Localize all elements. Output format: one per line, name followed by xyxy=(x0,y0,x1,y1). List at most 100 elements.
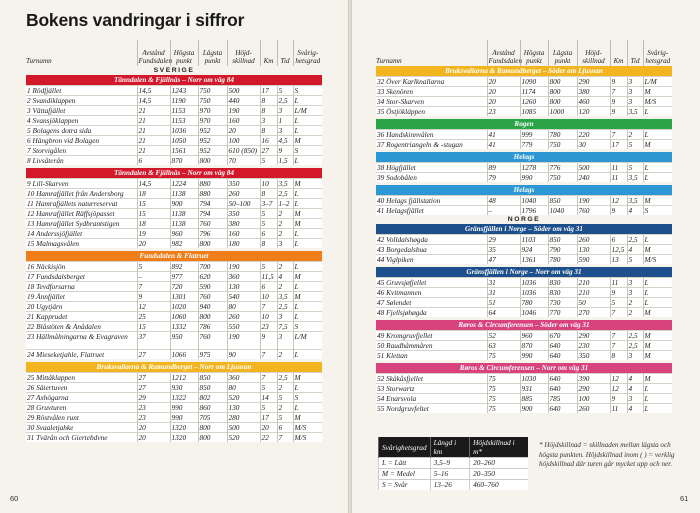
table-row: 14 Anderssjöfjället 19 960 796 160 6 2 L xyxy=(26,228,322,239)
difficulty-cell: M xyxy=(642,195,672,206)
highest-cell: 885 xyxy=(519,393,548,404)
section-spacer xyxy=(26,165,322,168)
table-row: 34 Stor-Skarven 20 1260 800 460 9 3 M/S xyxy=(376,96,672,107)
table-row: 23 Hällmålningarna & Evagraven 37 950 760 19… xyxy=(26,331,322,350)
trail-name: 39 Sodobålen xyxy=(376,172,487,182)
elevation-cell: 520 xyxy=(226,392,260,403)
lowest-cell: 850 xyxy=(197,382,227,393)
highest-cell: 1561 xyxy=(169,145,198,156)
difficulty-cell: L xyxy=(292,238,322,248)
highest-cell: 990 xyxy=(519,172,548,182)
highest-cell: 1050 xyxy=(169,135,198,146)
km-cell: 3 xyxy=(259,115,277,126)
section-label: Gränsfjällen i Norge – Norr om väg 31 xyxy=(376,267,672,278)
trail-name: 32 Över Karlknallarna xyxy=(376,76,487,87)
km-cell: 7 xyxy=(609,86,627,97)
elevation-cell: 210 xyxy=(576,277,610,288)
section-label: Tänndalen & Fjällnäs – Norr om väg 84 xyxy=(26,168,322,179)
difficulty-cell: M xyxy=(642,244,672,255)
difficulty-cell: L xyxy=(642,162,672,173)
distance-cell: 27 xyxy=(136,382,170,393)
difficulty-cell: M xyxy=(292,271,322,282)
km-cell: 11 xyxy=(609,277,627,288)
lowest-cell: 760 xyxy=(197,218,227,229)
elevation-cell: 500 xyxy=(576,162,610,173)
km-cell: 5 xyxy=(259,261,277,272)
legend-cell: 460–760 xyxy=(469,479,528,490)
country-label: SVERIGE xyxy=(26,66,322,75)
highest-cell: 1153 xyxy=(169,105,198,116)
difficulty-cell: M/S xyxy=(292,432,322,442)
section-header: Bruksvallarna & Ramundberget – Norr om L… xyxy=(26,362,322,373)
trail-table-left: Turnamn Avstånd Fundsdalen Högsta punkt … xyxy=(26,40,322,442)
elevation-cell: 130 xyxy=(226,402,260,413)
elevation-cell: 760 xyxy=(576,205,610,215)
distance-cell: – xyxy=(486,205,520,215)
difficulty-cell: M xyxy=(292,291,322,302)
elevation-cell: 540 xyxy=(226,291,260,302)
elevation-cell: 440 xyxy=(226,95,260,106)
elevation-cell: 130 xyxy=(226,281,260,292)
km-cell: 10 xyxy=(259,291,277,302)
highest-cell: 982 xyxy=(169,238,198,248)
time-cell: 3 xyxy=(626,277,643,288)
elevation-cell: 100 xyxy=(226,135,260,146)
time-cell: 1 xyxy=(276,115,293,126)
time-cell: 3,5 xyxy=(276,178,293,189)
elevation-cell: 260 xyxy=(226,188,260,199)
difficulty-cell: M xyxy=(292,218,322,229)
trail-name: 41 Helagsfjället xyxy=(376,205,487,215)
difficulty-cell: L xyxy=(292,261,322,272)
lowest-cell: 800 xyxy=(197,432,227,442)
difficulty-legend: Svårighetsgrad Längd i km Höjdskillnad i… xyxy=(378,437,528,490)
col-header-elevation: Höjd-skillnad xyxy=(576,40,610,66)
col-header-name: Turnamn xyxy=(26,57,52,65)
distance-cell: 15 xyxy=(136,208,170,219)
km-cell: 5 xyxy=(259,155,277,165)
difficulty-cell: M xyxy=(292,372,322,383)
highest-cell: 1361 xyxy=(519,254,548,264)
time-cell: 4 xyxy=(626,383,643,394)
table-header: Turnamn Avstånd Fundsdalen Högsta punkt … xyxy=(376,40,672,66)
distance-cell: 15 xyxy=(136,321,170,332)
col-header-highest: Högsta punkt xyxy=(169,40,198,66)
lowest-cell: 670 xyxy=(547,330,577,341)
trail-name: 24 Mieseketjahle, Flatruet xyxy=(26,349,137,359)
distance-cell: 75 xyxy=(486,383,520,394)
elevation-footnote: * Höjdskillnad = skillnaden mellan lägst… xyxy=(539,441,675,468)
trail-name: 7 Storvigålen xyxy=(26,145,137,156)
table-row: 18 Tevdforsarna 7 720 590 130 6 2 L xyxy=(26,281,322,292)
km-cell: 5 xyxy=(259,382,277,393)
trail-name: 1 Rödfjället xyxy=(26,85,137,96)
highest-cell: 870 xyxy=(169,155,198,165)
km-cell: 22 xyxy=(259,432,277,442)
lowest-cell: 952 xyxy=(197,145,227,156)
difficulty-cell: S xyxy=(292,145,322,156)
elevation-cell: 100 xyxy=(576,393,610,404)
table-row: 42 Volldalshøgda 29 1103 850 260 6 2,5 L xyxy=(376,234,672,245)
trail-rows-right: Bruksvallarna & Ramundberget – Söder om … xyxy=(376,66,672,413)
time-cell: 5 xyxy=(276,392,293,403)
difficulty-cell: L xyxy=(292,301,322,312)
table-row: 40 Helags fjällstation 48 1040 850 190 12 3,5 M xyxy=(376,195,672,206)
km-cell: 9 xyxy=(609,96,627,107)
section-header: Gränsfjällen i Norge – Norr om väg 31 xyxy=(376,267,672,278)
highest-cell: 1190 xyxy=(169,95,198,106)
lowest-cell: 640 xyxy=(547,403,577,413)
lowest-cell: 796 xyxy=(197,228,227,239)
table-row: 49 Kromgruvfjellet 52 960 670 290 7 2,5 M xyxy=(376,330,672,341)
km-cell: 6 xyxy=(259,281,277,292)
trail-name: 8 Livsåterån xyxy=(26,155,137,165)
table-row: 38 Högfjället 89 1278 776 500 11 5 L xyxy=(376,162,672,173)
section-header: Helags xyxy=(376,152,672,163)
km-cell: 9 xyxy=(609,205,627,215)
km-cell: 12 xyxy=(609,373,627,384)
difficulty-cell: M xyxy=(292,135,322,146)
highest-cell: 950 xyxy=(169,331,198,350)
trail-name: 42 Volldalshøgda xyxy=(376,234,487,245)
legend-header-difficulty: Svårighetsgrad xyxy=(378,437,431,458)
distance-cell: 7 xyxy=(136,281,170,292)
table-row: 53 Storwartz 75 931 640 290 12 4 L xyxy=(376,383,672,394)
lowest-cell: 970 xyxy=(197,105,227,116)
difficulty-cell: M/S xyxy=(292,422,322,433)
